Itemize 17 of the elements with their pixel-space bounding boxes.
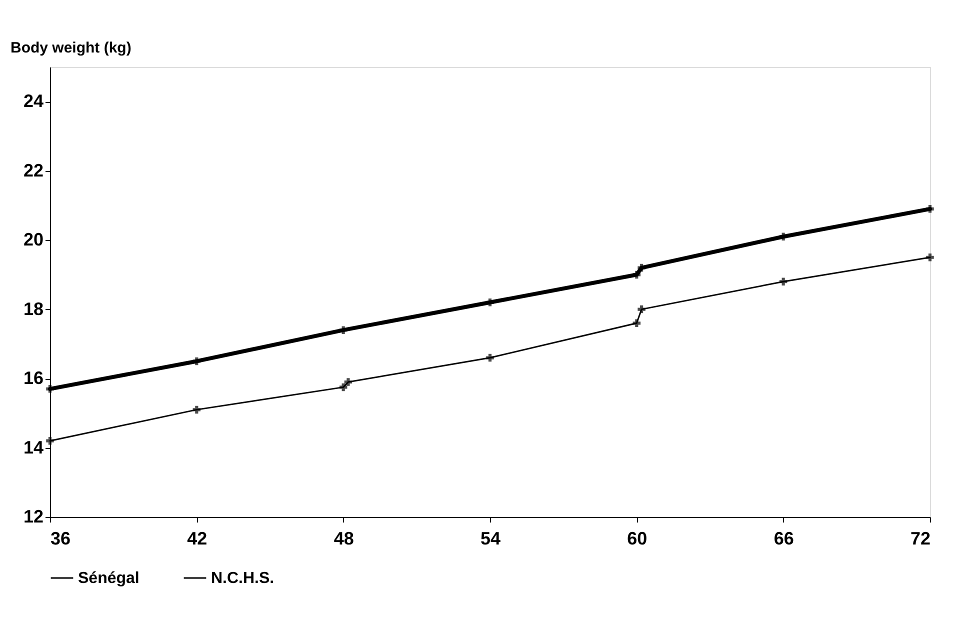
y-tick-label: 14	[23, 437, 44, 458]
x-tick-label: 36	[50, 528, 71, 548]
y-tick-label: 20	[23, 230, 44, 250]
y-tick-label: 24	[23, 91, 44, 112]
x-tick-label: 60	[627, 528, 648, 548]
legend-label: N.C.H.S.	[211, 570, 274, 587]
x-tick-label: 72	[910, 528, 930, 548]
x-tick-label: 54	[480, 528, 501, 548]
x-tick-label: 42	[187, 528, 208, 548]
y-tick-label: 16	[23, 368, 44, 388]
y-axis-title: Body weight (kg)	[10, 40, 132, 56]
y-tick-label: 12	[23, 506, 44, 526]
legend-label: Sénégal	[78, 570, 140, 587]
x-tick-label: 66	[774, 528, 794, 548]
y-tick-label: 18	[23, 298, 44, 319]
x-tick-label: 48	[334, 528, 354, 548]
y-tick-label: 22	[23, 160, 44, 180]
